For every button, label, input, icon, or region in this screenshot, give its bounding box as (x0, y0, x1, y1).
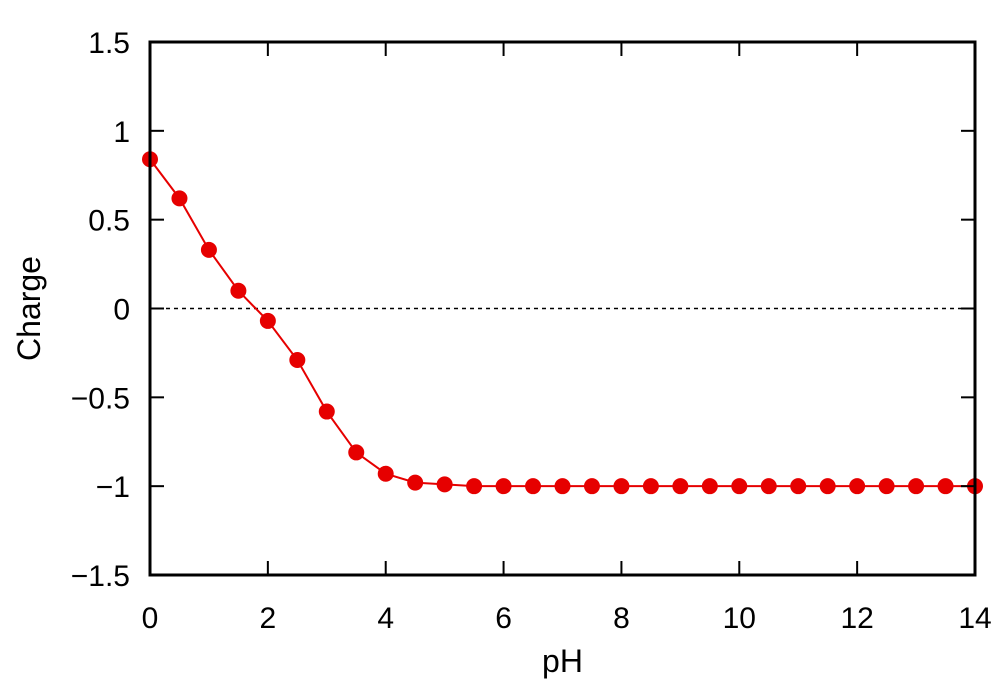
data-point (230, 282, 247, 299)
data-point (407, 474, 424, 491)
axis-ticks (149, 41, 976, 576)
x-tick-label: 10 (723, 602, 756, 635)
y-tick-label: 1.5 (88, 27, 130, 60)
x-tick-label: 8 (613, 602, 630, 635)
data-point (760, 478, 777, 495)
data-point (318, 403, 335, 420)
x-tick-label: 12 (840, 602, 873, 635)
y-tick-label: −1.5 (71, 560, 130, 593)
data-point (554, 478, 571, 495)
data-point (259, 312, 276, 329)
y-axis-title: Charge (11, 256, 47, 361)
data-point (466, 478, 483, 495)
x-tick-label: 14 (958, 602, 991, 635)
data-point (289, 352, 306, 369)
tick-labels: 0 2 4 6 8 10 12 14 1.5 1 0.5 0 −0.5 −1 −1.5 (71, 27, 992, 635)
data-point (348, 444, 365, 461)
data-point (613, 478, 630, 495)
data-point (790, 478, 807, 495)
data-point (878, 478, 895, 495)
data-point (436, 476, 453, 493)
data-point (525, 478, 542, 495)
x-tick-label: 2 (260, 602, 277, 635)
data-point (908, 478, 925, 495)
y-tick-label: 0.5 (88, 205, 130, 238)
data-point (200, 241, 217, 258)
data-point (701, 478, 718, 495)
x-tick-label: 6 (495, 602, 512, 635)
data-point (819, 478, 836, 495)
x-tick-label: 0 (142, 602, 159, 635)
series-layer (142, 151, 983, 495)
data-point (171, 190, 188, 207)
data-point (377, 465, 394, 482)
x-tick-label: 4 (377, 602, 394, 635)
data-point (849, 478, 866, 495)
data-point (731, 478, 748, 495)
x-axis-title: pH (542, 643, 583, 679)
y-tick-label: −1 (96, 471, 130, 504)
y-tick-label: 1 (113, 116, 130, 149)
y-tick-label: 0 (113, 294, 130, 327)
data-point (642, 478, 659, 495)
data-point (583, 478, 600, 495)
data-point (672, 478, 689, 495)
y-tick-label: −0.5 (71, 382, 130, 415)
data-point (937, 478, 954, 495)
data-point (495, 478, 512, 495)
